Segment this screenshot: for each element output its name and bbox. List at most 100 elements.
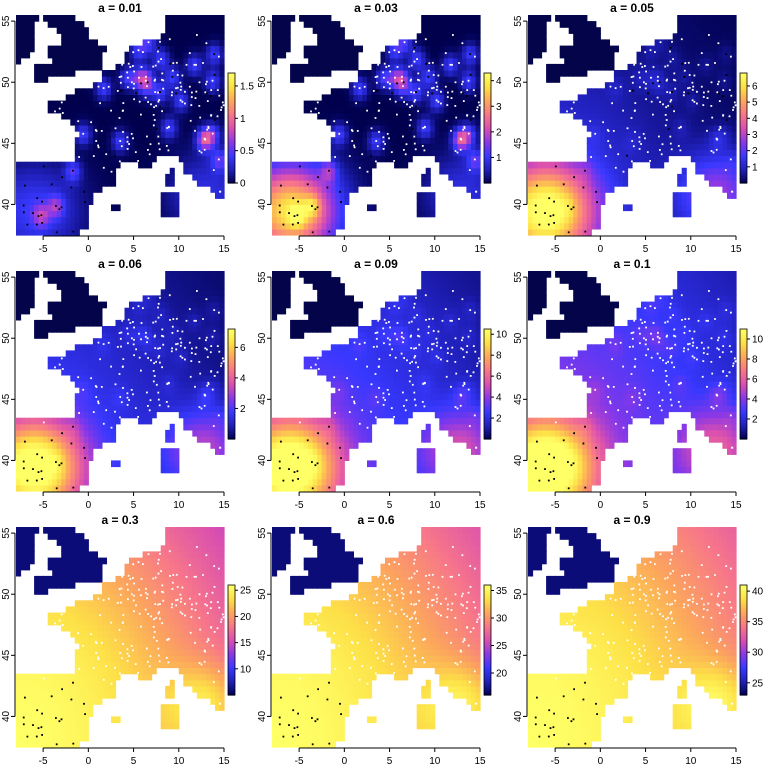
raster-cell bbox=[178, 155, 184, 163]
legend-swatch bbox=[484, 119, 491, 124]
raster-cell bbox=[70, 356, 76, 364]
raster-cell bbox=[389, 137, 395, 144]
raster-cell bbox=[183, 332, 189, 339]
raster-cell bbox=[43, 429, 49, 437]
raster-cell bbox=[586, 149, 592, 157]
raster-cell bbox=[29, 448, 35, 455]
raster-cell bbox=[645, 51, 651, 59]
raster-cell bbox=[389, 125, 395, 132]
raster-cell bbox=[183, 106, 189, 114]
legend-swatch bbox=[228, 155, 235, 159]
raster-cell bbox=[97, 45, 103, 53]
raster-cell bbox=[74, 210, 80, 218]
raster-cell bbox=[74, 106, 80, 114]
raster-cell bbox=[61, 307, 67, 315]
raster-cell bbox=[83, 112, 89, 120]
raster-cell bbox=[169, 70, 175, 77]
raster-cell bbox=[528, 204, 534, 212]
raster-cell bbox=[412, 112, 418, 120]
raster-cell bbox=[686, 76, 692, 83]
raster-cell bbox=[29, 216, 35, 224]
raster-cell bbox=[573, 51, 579, 59]
x-tick-label: 5 bbox=[643, 244, 649, 255]
legend-swatch bbox=[740, 180, 747, 184]
raster-cell bbox=[133, 118, 139, 126]
raster-cell bbox=[79, 167, 85, 175]
raster-cell bbox=[668, 39, 674, 47]
raster-cell bbox=[16, 277, 22, 284]
raster-cell bbox=[471, 100, 477, 108]
raster-cell bbox=[285, 186, 291, 193]
site-point bbox=[193, 63, 196, 66]
raster-cell bbox=[79, 466, 85, 474]
raster-cell bbox=[412, 82, 418, 89]
raster-cell bbox=[559, 210, 565, 218]
legend-swatch bbox=[484, 133, 491, 137]
raster-cell bbox=[326, 94, 332, 102]
raster-cell bbox=[88, 344, 94, 351]
raster-cell bbox=[699, 131, 705, 138]
raster-cell bbox=[416, 82, 422, 89]
raster-cell bbox=[25, 472, 31, 480]
raster-cell bbox=[416, 198, 422, 205]
raster-cell bbox=[367, 137, 373, 144]
raster-cell bbox=[537, 186, 543, 193]
raster-cell bbox=[650, 106, 656, 114]
raster-cell bbox=[174, 393, 180, 400]
raster-cell bbox=[591, 45, 597, 53]
raster-cell bbox=[79, 57, 85, 65]
raster-cell bbox=[394, 45, 400, 53]
raster-cell bbox=[722, 143, 728, 150]
raster-cell bbox=[29, 283, 35, 290]
raster-cell bbox=[156, 149, 162, 157]
site-point bbox=[573, 112, 576, 114]
raster-cell bbox=[187, 149, 193, 157]
raster-cell bbox=[205, 307, 211, 315]
raster-cell bbox=[88, 57, 94, 65]
site-point bbox=[205, 42, 208, 45]
raster-cell bbox=[61, 417, 67, 425]
raster-cell bbox=[142, 332, 148, 339]
raster-cell bbox=[353, 57, 359, 65]
site-point bbox=[440, 102, 442, 105]
raster-cell bbox=[160, 399, 166, 406]
raster-cell bbox=[312, 216, 318, 224]
site-point bbox=[190, 96, 193, 98]
raster-cell bbox=[335, 131, 341, 138]
raster-cell bbox=[129, 70, 135, 77]
site-point bbox=[437, 100, 440, 103]
raster-cell bbox=[79, 344, 85, 351]
raster-cell bbox=[187, 167, 193, 175]
site-point bbox=[474, 55, 476, 58]
raster-cell bbox=[74, 448, 80, 455]
legend-swatch bbox=[740, 111, 747, 115]
site-point bbox=[722, 114, 725, 116]
raster-cell bbox=[330, 118, 336, 126]
raster-cell bbox=[52, 460, 58, 468]
site-point bbox=[702, 96, 705, 98]
raster-cell bbox=[201, 82, 207, 89]
site-point bbox=[144, 79, 147, 82]
raster-cell bbox=[357, 100, 363, 108]
raster-cell bbox=[111, 125, 117, 132]
raster-cell bbox=[74, 283, 80, 290]
raster-cell bbox=[205, 155, 211, 163]
raster-cell bbox=[555, 161, 561, 169]
raster-cell bbox=[133, 143, 139, 150]
raster-cell bbox=[215, 173, 221, 181]
raster-cell bbox=[201, 100, 207, 108]
raster-cell bbox=[138, 125, 144, 132]
raster-cell bbox=[142, 57, 148, 65]
raster-cell bbox=[79, 289, 85, 296]
raster-cell bbox=[111, 70, 117, 77]
raster-cell bbox=[326, 57, 332, 65]
raster-cell bbox=[727, 70, 733, 77]
raster-cell bbox=[717, 15, 723, 22]
raster-cell bbox=[546, 186, 552, 193]
raster-cell bbox=[681, 149, 687, 157]
raster-cell bbox=[151, 307, 157, 315]
raster-cell bbox=[389, 143, 395, 150]
raster-cell bbox=[663, 143, 669, 150]
site-point bbox=[99, 102, 101, 105]
raster-cell bbox=[654, 161, 660, 169]
